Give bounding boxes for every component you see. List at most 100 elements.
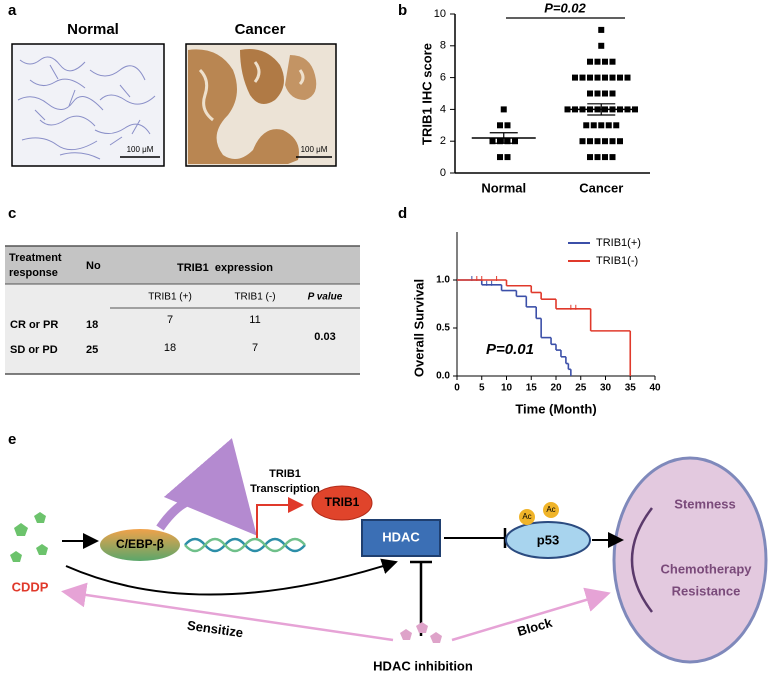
y-axis-label: TRIB1 IHC score — [419, 43, 434, 145]
data-point — [632, 106, 638, 113]
scale-label: 100 μM — [301, 145, 328, 154]
data-point — [504, 154, 511, 161]
data-point — [602, 58, 608, 65]
table-cell: 25 — [86, 344, 98, 356]
x-tick-label: 0 — [454, 383, 460, 394]
data-point — [613, 122, 620, 129]
data-point — [504, 122, 511, 129]
image-title: Cancer — [235, 21, 286, 38]
node-label: p53 — [537, 532, 559, 547]
table-subheader: TRIB1 (-) — [234, 292, 275, 303]
data-point — [489, 138, 496, 145]
data-point — [602, 138, 608, 145]
data-point — [587, 138, 593, 145]
outcome: Stemness — [674, 496, 735, 511]
data-point — [579, 138, 586, 145]
node-label: HDAC inhibition — [373, 658, 473, 673]
panel-label: c — [8, 205, 16, 222]
data-point — [602, 74, 608, 81]
table-cell: 0.03 — [314, 331, 335, 343]
table-header: TRIB1 expression — [177, 262, 273, 274]
panel-label: a — [8, 2, 17, 19]
y-axis-label: Overall Survival — [411, 279, 426, 377]
scale-label: 100 μM — [127, 145, 154, 154]
node-label: Transcription — [250, 483, 320, 495]
table-header: Treatment — [9, 252, 62, 264]
y-tick-label: 1.0 — [436, 275, 450, 286]
x-tick-label: 10 — [501, 383, 513, 394]
data-point — [602, 90, 608, 97]
data-point — [609, 138, 616, 145]
x-tick-label: 5 — [479, 383, 485, 394]
table-cell: 11 — [249, 314, 260, 326]
data-point — [605, 122, 612, 129]
data-point — [587, 58, 593, 65]
data-point — [594, 138, 601, 145]
y-tick-label: 0.0 — [436, 371, 450, 382]
x-tick-label: 30 — [600, 383, 612, 394]
y-tick-label: 2 — [440, 135, 446, 147]
node-label: TRIB1 — [325, 495, 360, 509]
table-subheader: P value — [308, 292, 343, 303]
panel-label: b — [398, 2, 407, 19]
x-tick-label: Cancer — [579, 180, 623, 195]
y-tick-label: 6 — [440, 72, 446, 84]
outcome: Chemotherapy — [660, 561, 752, 576]
node-label: C/EBP-β — [116, 537, 164, 551]
data-point — [594, 90, 601, 97]
drug-icon — [10, 512, 48, 562]
table: Treatment response No TRIB1 expression T… — [5, 245, 360, 375]
data-point — [497, 122, 503, 129]
node-label: TRIB1 — [269, 468, 301, 480]
table-cell: SD or PD — [10, 344, 58, 356]
y-tick-label: 4 — [440, 103, 446, 115]
table-subheader: TRIB1 (+) — [148, 292, 192, 303]
legend-label: TRIB1(+) — [596, 237, 641, 249]
data-point — [617, 74, 623, 81]
data-point — [572, 74, 578, 81]
outcome: Resistance — [672, 583, 741, 598]
node-label: Ac — [522, 512, 531, 521]
data-point — [609, 74, 616, 81]
data-point — [609, 90, 616, 97]
y-tick-label: 8 — [440, 40, 446, 52]
panel-label: e — [8, 431, 16, 448]
data-point — [497, 154, 503, 161]
x-tick-label: 25 — [575, 383, 587, 394]
table-cell: 18 — [164, 342, 176, 354]
data-point — [564, 106, 571, 113]
data-point — [598, 122, 605, 129]
data-point — [598, 42, 605, 49]
data-point — [617, 138, 623, 145]
normal-image: 100 μM — [11, 43, 165, 167]
x-tick-label: Normal — [481, 180, 526, 195]
image-title: Normal — [67, 21, 119, 38]
y-tick-label: 10 — [434, 8, 446, 20]
node-label: Ac — [546, 505, 555, 514]
table-cell: 18 — [86, 319, 98, 331]
data-point — [609, 154, 616, 161]
data-point — [587, 74, 593, 81]
node-label: HDAC — [382, 529, 420, 544]
annotation: P=0.01 — [486, 341, 534, 358]
cancer-image: 100 μM — [185, 43, 337, 167]
data-point — [590, 122, 597, 129]
data-point — [609, 58, 616, 65]
x-tick-label: 40 — [649, 383, 661, 394]
x-tick-label: 20 — [550, 383, 562, 394]
data-point — [587, 90, 593, 97]
table-header: No — [86, 260, 101, 272]
data-point — [624, 74, 631, 81]
panel-label: d — [398, 205, 407, 222]
annotation: P=0.02 — [544, 0, 586, 15]
data-point — [512, 138, 518, 145]
data-point — [594, 58, 601, 65]
legend-label: TRIB1(-) — [596, 255, 638, 267]
edge-label: Sensitize — [186, 618, 244, 641]
data-point — [504, 138, 511, 145]
table-cell: 7 — [252, 342, 258, 354]
data-point — [500, 106, 507, 113]
x-axis-label: Time (Month) — [515, 401, 596, 416]
x-tick-label: 15 — [526, 383, 538, 394]
